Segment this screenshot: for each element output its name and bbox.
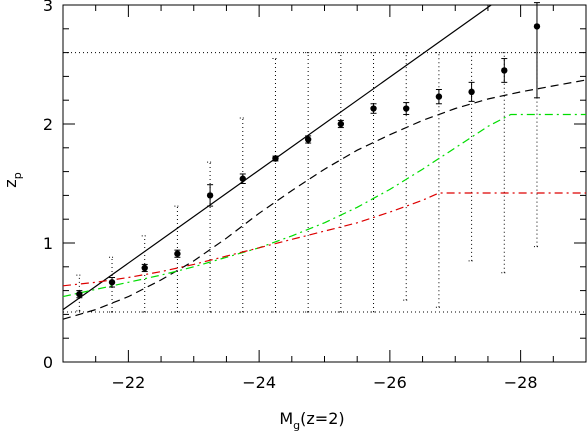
data-point bbox=[501, 67, 508, 74]
data-point bbox=[76, 290, 83, 298]
data-point bbox=[468, 88, 475, 96]
x-axis-label: Mg(z=2) bbox=[279, 409, 344, 432]
data-point bbox=[304, 136, 312, 143]
data-point bbox=[239, 175, 246, 182]
data-point bbox=[435, 93, 443, 100]
reference-lines bbox=[63, 52, 586, 313]
x-tick-label: −22 bbox=[111, 373, 145, 392]
error-bars bbox=[76, 2, 540, 299]
data-points bbox=[76, 23, 541, 298]
y-tick-label: 0 bbox=[43, 353, 53, 372]
y-tick-label: 1 bbox=[43, 234, 53, 253]
data-point bbox=[141, 264, 148, 272]
x-tick-label: −26 bbox=[373, 373, 407, 392]
plot-frame bbox=[62, 4, 587, 363]
data-point bbox=[337, 120, 345, 128]
model-curve-dash-dot bbox=[62, 113, 586, 298]
plot-frame-rect bbox=[62, 4, 587, 363]
model-curve-dashed bbox=[62, 79, 587, 320]
data-point bbox=[272, 155, 279, 162]
axis-ticks bbox=[62, 4, 587, 363]
y-tick-label: 3 bbox=[43, 0, 53, 15]
x-tick-label: −28 bbox=[504, 373, 538, 392]
data-point bbox=[206, 192, 214, 199]
y-tick-label: 2 bbox=[43, 115, 53, 134]
y-axis-label: zp bbox=[1, 172, 24, 187]
model-curve-dash-dot bbox=[62, 192, 586, 287]
data-point bbox=[403, 105, 410, 112]
x-tick-label: −24 bbox=[242, 373, 276, 392]
tick-labels: −22 −24 −26 −28 0 1 2 3 bbox=[43, 0, 538, 392]
data-point bbox=[108, 279, 116, 286]
data-point bbox=[174, 250, 181, 257]
data-point bbox=[533, 23, 541, 30]
data-point bbox=[370, 105, 377, 112]
